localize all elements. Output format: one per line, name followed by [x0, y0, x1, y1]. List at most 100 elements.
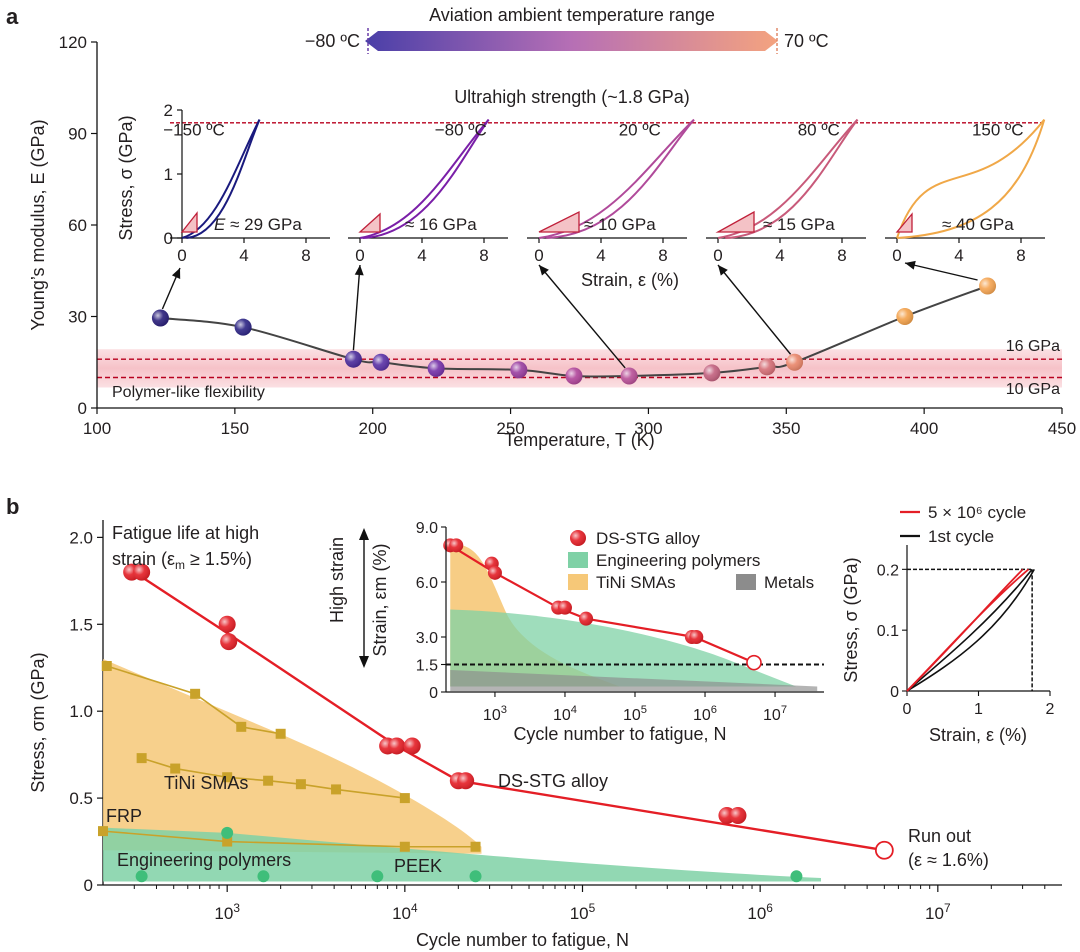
- inset-temperature: 150 ºC: [972, 121, 1024, 140]
- modulus-point: [427, 359, 445, 377]
- inset-metals-area: [450, 670, 818, 692]
- modulus-point-shade: [758, 358, 776, 376]
- dsstg-runout-point: [874, 840, 894, 860]
- inset-arrow-shaft: [904, 262, 978, 281]
- inset-modulus: E ≈ 29 GPa: [214, 215, 302, 234]
- inset-y-label: Stress, σ (GPa): [116, 115, 136, 240]
- inset-x-tick-label: 8: [837, 246, 846, 265]
- dsstg-point: [218, 615, 236, 633]
- modulus-point: [620, 367, 638, 385]
- inset2-y-tick-label: 0.2: [877, 562, 899, 579]
- modulus-point-shade: [234, 318, 252, 336]
- label-tini: TiNi SMAs: [164, 773, 248, 793]
- x-tick-label: 250: [496, 419, 524, 438]
- inset-x-tick-label: 8: [301, 246, 310, 265]
- b-y-tick-label: 2.0: [69, 528, 93, 547]
- panel-a-axes: 100 150 200 250 300 350 400 4500306090120Temper…: [28, 33, 1076, 450]
- dsstg-point: [388, 737, 406, 755]
- label-engineering-polymers: Engineering polymers: [117, 850, 291, 870]
- inset1-y-tick-label: 1.5: [416, 658, 438, 675]
- legend-marker: [568, 552, 588, 568]
- inset-modulus: ≈ 10 GPa: [584, 215, 656, 234]
- inset1-y-tick-label: 0: [429, 685, 438, 702]
- banner-left-label: −80 ºC: [305, 31, 360, 51]
- legend-marker: [570, 530, 586, 546]
- inset-x-tick-label: 8: [479, 246, 488, 265]
- legend-marker: [568, 574, 588, 590]
- tini-point: [331, 784, 342, 795]
- panel-b-inset-strain: 103 104 105 106 107 0 1.5 3.0 6.0 9.0 Cycle number…: [327, 520, 824, 744]
- panel-b-inset-cycle: 0 1 2 0 0.1 0.2 Strain, ε (%) Stress, σ (GPa) 5 …: [841, 503, 1055, 745]
- inset2-last-cycle-unload: [906, 568, 1024, 692]
- inset-x-tick-label: 4: [239, 246, 248, 265]
- inset-x-tick-label: 8: [1016, 246, 1025, 265]
- inset-dsstg-point: [579, 611, 594, 626]
- inset1-arrow-down: [359, 656, 369, 668]
- x-axis-label: Temperature, T (K): [504, 430, 654, 450]
- inset-temperature: 20 ºC: [619, 121, 661, 140]
- inset-y-tick-label: 0: [164, 229, 173, 248]
- fatigue-title-line1: Fatigue life at high: [112, 523, 259, 543]
- inset-4: 0 4 8 150 ºC ≈ 40 GPa: [885, 118, 1046, 265]
- tini-point: [275, 728, 286, 739]
- dsstg-point-shade: [457, 772, 475, 790]
- y-tick-label: 30: [68, 308, 87, 327]
- inset-dsstg-point-shade: [449, 538, 464, 553]
- modulus-triangle: [538, 210, 580, 233]
- inset-dsstg-point-shade: [689, 630, 704, 644]
- panel-a-insets: Stress, σ (GPa) 0 1 2 Strain, ε (%) 0 4 8 −150 º…: [116, 101, 1046, 290]
- modulus-point: [786, 353, 804, 371]
- b-x-tick-label: 103: [214, 901, 240, 923]
- dsstg-point-shade: [218, 615, 236, 633]
- inset-x-tick-label: 0: [177, 246, 186, 265]
- inset1-y-tick-label: 6.0: [416, 575, 438, 592]
- inset2-y-tick-label: 0: [890, 684, 899, 701]
- inset-arrow-shaft: [352, 264, 361, 351]
- modulus-point: [896, 308, 914, 325]
- inset-arrow-head: [539, 265, 549, 276]
- modulus-point: [979, 277, 997, 295]
- y-tick-label: 120: [59, 33, 87, 52]
- inset-arrow-shaft: [538, 264, 626, 369]
- inset-x-tick-label: 4: [954, 246, 963, 265]
- label-frp: FRP: [106, 806, 142, 826]
- tini-point: [399, 841, 410, 852]
- inset-dsstg-point: [689, 630, 704, 644]
- band-upper-label: 16 GPa: [1006, 338, 1060, 355]
- inset-arrow-head: [354, 265, 364, 276]
- loading-curve: [896, 118, 1046, 239]
- unloading-curve: [186, 119, 261, 239]
- x-tick-label: 200: [359, 419, 387, 438]
- modulus-point-shade: [896, 308, 914, 325]
- inset2-y-tick-label: 0.1: [877, 623, 899, 640]
- inset1-side-label: High strain: [327, 537, 347, 623]
- modulus-point: [758, 358, 776, 376]
- inset2-x-label: Strain, ε (%): [929, 725, 1027, 745]
- modulus-point: [565, 367, 583, 385]
- b-x-tick-label: 107: [925, 901, 951, 923]
- label-runout-strain: (ε ≈ 1.6%): [908, 850, 989, 870]
- unloading-curve: [725, 118, 859, 239]
- tini-region: [103, 659, 482, 854]
- inset-dsstg-point-shade: [557, 600, 572, 615]
- modulus-point-shade: [979, 277, 997, 295]
- polymer-point: [257, 870, 270, 883]
- inset-modulus: ≈ 15 GPa: [763, 215, 835, 234]
- modulus-point-shade: [151, 309, 169, 327]
- inset2-y-label: Stress, σ (GPa): [841, 557, 861, 682]
- tini-point: [190, 688, 201, 699]
- label-runout: Run out: [908, 826, 971, 846]
- dsstg-point-shade: [220, 633, 238, 651]
- inset1-x-tick-label: 104: [553, 704, 577, 724]
- inset-dsstg-point: [487, 565, 502, 580]
- unloading-curve: [896, 119, 1046, 239]
- modulus-point-shade: [703, 364, 721, 382]
- svg-text:strain (εm ≥ 1.5%): strain (εm ≥ 1.5%): [112, 549, 252, 572]
- modulus-point-shade: [427, 359, 445, 377]
- inset1-arrow-up: [359, 528, 369, 540]
- panel-b-axes: 103 104 105 106 107 0 0.5 1.0 1.5 2.0 Cycle number…: [28, 520, 1062, 950]
- dsstg-point-shade: [388, 737, 406, 755]
- dsstg-point: [133, 563, 151, 581]
- dsstg-point: [403, 737, 421, 755]
- modulus-point: [703, 364, 721, 382]
